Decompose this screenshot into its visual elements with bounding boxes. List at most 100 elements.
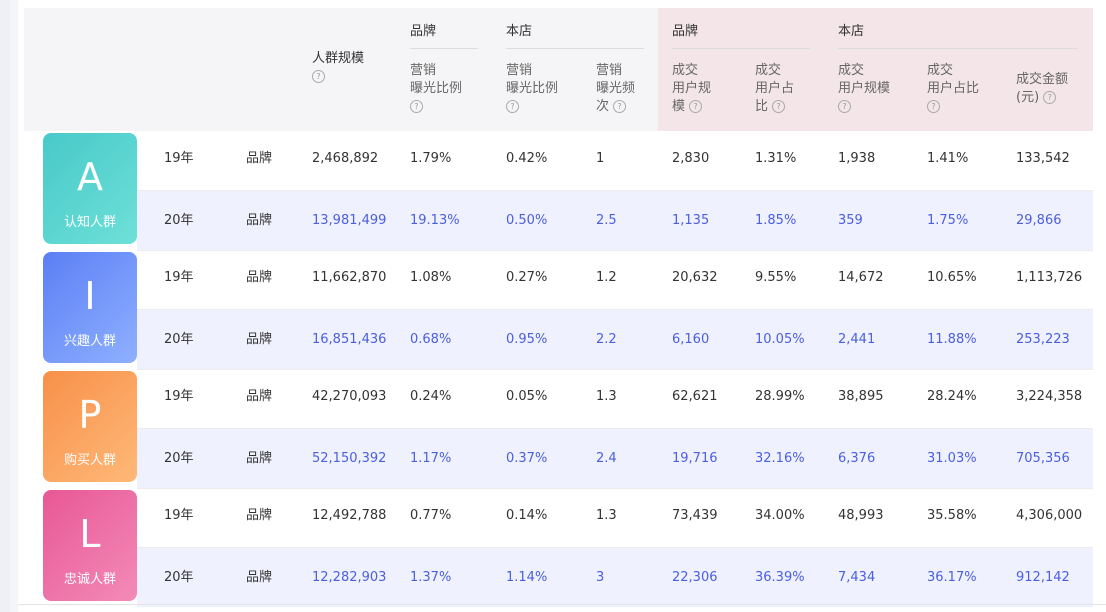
row-value: 2.5 — [596, 213, 617, 228]
table-row[interactable]: 19年 品牌 11,662,870 1.08% 0.27% 1.2 20,632 9.55% 1… — [137, 250, 1093, 309]
row-value: 9.55% — [755, 270, 797, 285]
help-icon[interactable]: ? — [838, 100, 851, 113]
row-value: 0.42% — [506, 151, 548, 166]
row-value: 0.05% — [506, 389, 548, 404]
table-row[interactable]: 20年 品牌 12,282,903 1.37% 1.14% 3 22,306 36.39% 7,… — [137, 548, 1093, 607]
col-header-deal-store-users: 成交 用户规模 ? — [838, 62, 890, 116]
group-store-label: 本店 — [506, 24, 533, 39]
row-value: 1.75% — [927, 213, 969, 228]
col-header-reach: 人群规模 ? — [312, 50, 364, 86]
row-value: 0.27% — [506, 270, 548, 285]
group-brand-underline — [410, 48, 478, 49]
row-value: 1,938 — [838, 151, 876, 166]
row-value: 12,282,903 — [312, 570, 387, 585]
row-value: 31.03% — [927, 451, 977, 466]
row-divider — [137, 547, 1093, 548]
row-divider — [137, 369, 1093, 370]
row-year: 20年 — [164, 213, 194, 228]
row-value: 3,224,358 — [1016, 389, 1083, 404]
row-type: 品牌 — [246, 451, 273, 466]
row-value: 48,993 — [838, 508, 884, 523]
row-value: 0.14% — [506, 508, 548, 523]
row-year: 20年 — [164, 332, 194, 347]
table-row[interactable]: 20年 品牌 52,150,392 1.17% 0.37% 2.4 19,716 32.16%… — [137, 429, 1093, 488]
row-value: 1.08% — [410, 270, 452, 285]
row-value: 1.2 — [596, 270, 617, 285]
col-header-line: 用户规模 — [838, 81, 891, 96]
row-divider — [137, 488, 1093, 489]
row-value: 1.37% — [410, 570, 452, 585]
row-value: 52,150,392 — [312, 451, 387, 466]
row-value: 6,160 — [672, 332, 710, 347]
row-value: 29,866 — [1016, 213, 1062, 228]
help-icon[interactable]: ? — [927, 100, 940, 113]
row-value: 2,830 — [672, 151, 710, 166]
row-value: 38,895 — [838, 389, 884, 404]
help-icon[interactable]: ? — [689, 100, 703, 113]
row-value: 1.3 — [596, 508, 617, 523]
row-divider — [137, 190, 1093, 191]
row-value: 2.2 — [596, 332, 617, 347]
col-header-line: 用户占比 — [927, 81, 980, 96]
help-icon[interactable]: ? — [613, 100, 627, 113]
row-value: 1.79% — [410, 151, 452, 166]
row-value: 2,441 — [838, 332, 876, 347]
left-gutter — [0, 0, 10, 612]
row-year: 19年 — [164, 270, 194, 285]
row-type: 品牌 — [246, 332, 273, 347]
badge-name: 购买人群 — [63, 453, 116, 468]
group-deal-store-label: 本店 — [838, 24, 865, 39]
row-value: 32.16% — [755, 451, 805, 466]
row-value: 0.95% — [506, 332, 548, 347]
col-header-deal-amount: 成交金额 (元) ? — [1016, 71, 1068, 107]
table-row[interactable]: 19年 品牌 12,492,788 0.77% 0.14% 1.3 73,439 34.00%… — [137, 488, 1093, 547]
row-value: 19.13% — [410, 213, 460, 228]
col-header-line: 比 — [755, 99, 769, 114]
row-value: 35.58% — [927, 508, 977, 523]
row-year: 19年 — [164, 389, 194, 404]
row-value: 1.17% — [410, 451, 452, 466]
row-value: 1.14% — [506, 570, 548, 585]
help-icon[interactable]: ? — [410, 100, 423, 113]
col-header-line: 次 — [596, 99, 610, 114]
help-icon[interactable]: ? — [772, 100, 786, 113]
badge-letter: L — [79, 512, 101, 556]
col-header-line: 用户占 — [755, 81, 795, 96]
table-row[interactable]: 20年 品牌 13,981,499 19.13% 0.50% 2.5 1,135 1.85% 3… — [137, 191, 1093, 250]
col-header-store-exposure: 营销 曝光比例 ? — [506, 62, 558, 116]
group-brand-label: 品牌 — [410, 24, 437, 39]
group-deal-store-underline — [838, 48, 1078, 49]
col-header-line: 成交金额 — [1016, 72, 1069, 87]
row-divider — [137, 250, 1093, 251]
row-value: 20,632 — [672, 270, 718, 285]
col-header-store-frequency: 营销 曝光频 次 ? — [596, 62, 635, 116]
row-value: 1,113,726 — [1016, 270, 1083, 285]
badge-name: 兴趣人群 — [63, 334, 116, 349]
badge-1: I 兴趣人群 — [43, 252, 137, 363]
table-row[interactable]: 19年 品牌 2,468,892 1.79% 0.42% 1 2,830 1.31% 1,938… — [137, 131, 1093, 190]
row-value: 11,662,870 — [312, 270, 387, 285]
badge-0: A 认知人群 — [43, 133, 137, 244]
table-row[interactable]: 19年 品牌 42,270,093 0.24% 0.05% 1.3 62,621 28.99%… — [137, 369, 1093, 428]
deal-header-group — [658, 8, 1093, 131]
row-value: 6,376 — [838, 451, 876, 466]
row-value: 13,981,499 — [312, 213, 387, 228]
row-value: 11.88% — [927, 332, 977, 347]
col-header-deal-brand-users: 成交 用户规 模 ? — [672, 62, 711, 116]
row-year: 19年 — [164, 151, 194, 166]
row-value: 1.31% — [755, 151, 797, 166]
help-icon[interactable]: ? — [312, 70, 325, 83]
row-value: 3 — [596, 570, 605, 585]
help-icon[interactable]: ? — [506, 100, 519, 113]
help-icon[interactable]: ? — [1043, 91, 1057, 104]
group-store-underline — [506, 48, 644, 49]
table-row[interactable]: 20年 品牌 16,851,436 0.68% 0.95% 2.2 6,160 10.05% 2… — [137, 310, 1093, 369]
col-header-line: 营销 — [410, 63, 437, 78]
row-value: 34.00% — [755, 508, 805, 523]
row-value: 22,306 — [672, 570, 718, 585]
row-value: 7,434 — [838, 570, 876, 585]
badge-3: L 忠诚人群 — [43, 490, 137, 601]
row-value: 0.37% — [506, 451, 548, 466]
col-header-line: 成交 — [927, 63, 954, 78]
row-value: 1 — [596, 151, 605, 166]
